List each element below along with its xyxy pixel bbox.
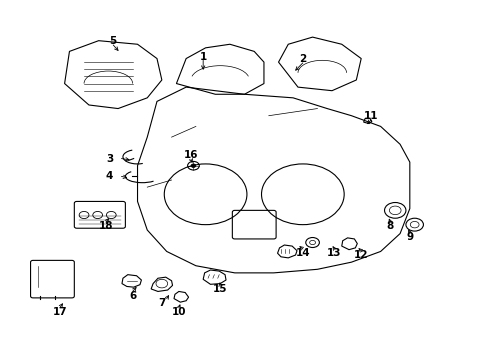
Text: 9: 9 (406, 232, 412, 242)
Text: 7: 7 (158, 298, 165, 308)
Text: 16: 16 (183, 150, 198, 160)
Text: 12: 12 (353, 250, 367, 260)
Text: 2: 2 (299, 54, 306, 64)
Text: 8: 8 (386, 221, 393, 231)
Text: 14: 14 (295, 248, 309, 258)
Text: 3: 3 (106, 154, 113, 163)
Text: 4: 4 (105, 171, 113, 181)
Text: 10: 10 (171, 307, 186, 317)
Text: 5: 5 (109, 36, 117, 46)
Text: 18: 18 (99, 221, 113, 231)
Text: 6: 6 (129, 291, 136, 301)
Text: 13: 13 (326, 248, 341, 258)
Text: 1: 1 (199, 52, 206, 62)
Text: 11: 11 (363, 111, 377, 121)
Text: 17: 17 (52, 307, 67, 317)
Text: 15: 15 (212, 284, 227, 294)
Circle shape (191, 164, 196, 167)
